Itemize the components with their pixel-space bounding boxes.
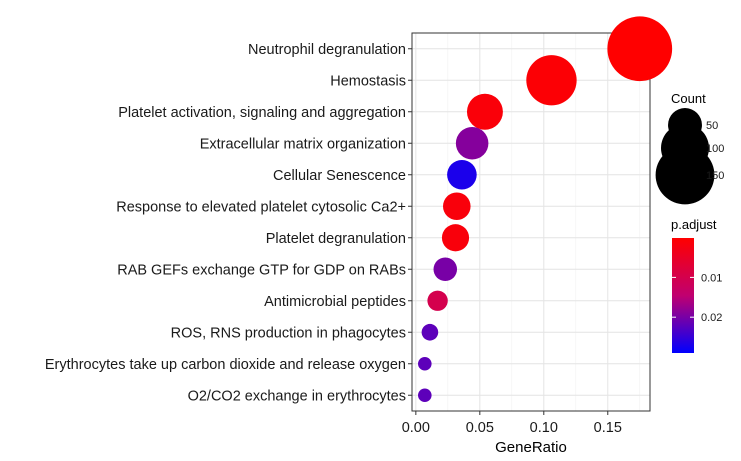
x-tick-label: 0.05: [466, 420, 494, 436]
category-label: Antimicrobial peptides: [264, 294, 406, 310]
p-adjust-legend-title: p.adjust: [671, 217, 717, 232]
data-point: [526, 55, 577, 106]
category-label: Erythrocytes take up carbon dioxide and …: [45, 357, 406, 373]
category-label: ROS, RNS production in phagocytes: [171, 325, 406, 341]
data-point: [418, 356, 432, 371]
data-point: [442, 192, 471, 221]
data-point: [421, 323, 439, 341]
plot-panel-border: [411, 32, 651, 412]
category-label: Platelet degranulation: [266, 231, 406, 247]
data-point: [447, 159, 477, 190]
p-adjust-colorbar: [672, 238, 694, 353]
count-legend-label: 50: [706, 120, 718, 132]
x-axis: 0.00 0.05 0.10 0.15: [402, 411, 622, 436]
category-label: Platelet activation, signaling and aggre…: [118, 105, 406, 121]
x-tick-label: 0.00: [402, 420, 430, 436]
y-axis-labels: Neutrophil degranulation Hemostasis Platel…: [45, 42, 406, 405]
p-adjust-legend-label: 0.01: [701, 272, 722, 284]
data-points: [418, 16, 673, 403]
category-label: Neutrophil degranulation: [248, 42, 406, 58]
category-label: Response to elevated platelet cytosolic …: [116, 199, 406, 215]
category-label: RAB GEFs exchange GTP for GDP on RABs: [117, 262, 406, 278]
count-legend-label: 150: [706, 170, 724, 182]
plot-panel-background: [412, 33, 650, 411]
y-axis-ticks: [408, 48, 412, 396]
x-tick-label: 0.15: [594, 420, 622, 436]
category-label: Hemostasis: [330, 73, 406, 89]
data-point: [433, 257, 458, 282]
count-legend-title: Count: [671, 91, 706, 106]
p-adjust-legend: p.adjust 0.01 0.02: [671, 217, 722, 353]
data-point: [607, 16, 673, 82]
x-axis-title: GeneRatio: [495, 439, 567, 456]
data-point: [466, 93, 503, 130]
data-point: [418, 388, 432, 403]
category-label: Cellular Senescence: [273, 168, 406, 184]
x-tick-label: 0.10: [530, 420, 558, 436]
data-point: [455, 126, 489, 160]
count-legend: Count 50 100 150: [655, 91, 724, 205]
count-legend-label: 100: [706, 143, 724, 155]
data-point: [427, 290, 448, 311]
category-label: O2/CO2 exchange in erythrocytes: [188, 388, 406, 404]
data-point: [441, 224, 470, 252]
category-label: Extracellular matrix organization: [200, 136, 406, 152]
count-legend-key: [655, 145, 715, 205]
p-adjust-legend-label: 0.02: [701, 312, 722, 324]
